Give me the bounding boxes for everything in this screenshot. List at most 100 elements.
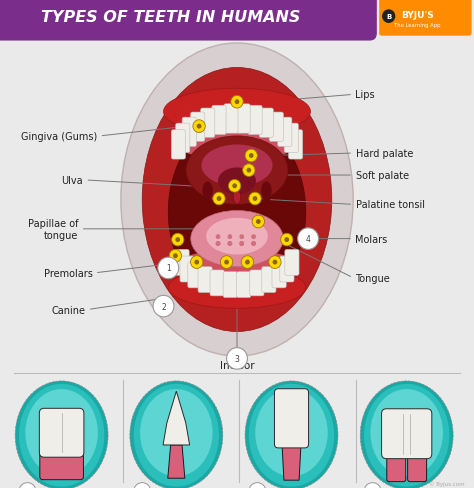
Text: Tongue: Tongue bbox=[356, 273, 390, 283]
Ellipse shape bbox=[164, 89, 310, 136]
Ellipse shape bbox=[15, 381, 108, 488]
FancyBboxPatch shape bbox=[248, 106, 262, 135]
Circle shape bbox=[245, 150, 257, 163]
Circle shape bbox=[281, 234, 293, 246]
Circle shape bbox=[241, 256, 254, 269]
Circle shape bbox=[251, 235, 256, 240]
Ellipse shape bbox=[168, 120, 306, 305]
Text: The Learning App: The Learning App bbox=[394, 23, 440, 28]
FancyBboxPatch shape bbox=[180, 257, 194, 283]
Circle shape bbox=[231, 96, 243, 109]
Circle shape bbox=[256, 220, 261, 224]
Ellipse shape bbox=[245, 381, 338, 488]
Circle shape bbox=[173, 254, 178, 259]
Circle shape bbox=[235, 100, 239, 105]
FancyBboxPatch shape bbox=[382, 409, 432, 459]
Circle shape bbox=[269, 256, 281, 269]
FancyBboxPatch shape bbox=[224, 104, 238, 134]
Circle shape bbox=[228, 180, 241, 193]
Circle shape bbox=[134, 483, 151, 488]
Text: TYPES OF TEETH IN HUMANS: TYPES OF TEETH IN HUMANS bbox=[41, 10, 301, 24]
Circle shape bbox=[216, 242, 220, 246]
Circle shape bbox=[249, 483, 266, 488]
Text: Hard palate: Hard palate bbox=[356, 149, 413, 159]
FancyBboxPatch shape bbox=[280, 257, 294, 283]
Text: B: B bbox=[386, 14, 392, 20]
FancyBboxPatch shape bbox=[191, 113, 205, 142]
Circle shape bbox=[239, 242, 244, 246]
Ellipse shape bbox=[130, 381, 223, 488]
FancyBboxPatch shape bbox=[379, 0, 472, 37]
Ellipse shape bbox=[121, 44, 353, 356]
FancyBboxPatch shape bbox=[237, 272, 251, 298]
Circle shape bbox=[216, 235, 220, 240]
Text: 3: 3 bbox=[235, 354, 239, 363]
Ellipse shape bbox=[168, 267, 306, 309]
FancyBboxPatch shape bbox=[198, 267, 212, 293]
FancyBboxPatch shape bbox=[408, 451, 427, 482]
Circle shape bbox=[228, 235, 232, 240]
FancyBboxPatch shape bbox=[236, 104, 250, 134]
Text: BYJU'S: BYJU'S bbox=[401, 11, 434, 20]
Ellipse shape bbox=[142, 68, 332, 332]
Ellipse shape bbox=[186, 137, 288, 205]
Ellipse shape bbox=[218, 168, 256, 195]
Circle shape bbox=[298, 228, 319, 250]
Text: 4: 4 bbox=[306, 235, 310, 244]
Text: Canine: Canine bbox=[51, 305, 85, 315]
Circle shape bbox=[252, 216, 264, 228]
Circle shape bbox=[249, 154, 254, 159]
Polygon shape bbox=[282, 444, 301, 480]
Ellipse shape bbox=[202, 182, 213, 201]
Ellipse shape bbox=[206, 219, 268, 255]
FancyBboxPatch shape bbox=[269, 113, 283, 142]
Circle shape bbox=[246, 168, 251, 173]
Ellipse shape bbox=[249, 384, 334, 487]
Circle shape bbox=[382, 10, 395, 24]
Circle shape bbox=[249, 193, 261, 205]
FancyBboxPatch shape bbox=[201, 109, 215, 138]
FancyBboxPatch shape bbox=[284, 124, 299, 153]
FancyBboxPatch shape bbox=[274, 389, 309, 448]
Text: Molars: Molars bbox=[356, 234, 388, 244]
Circle shape bbox=[172, 234, 184, 246]
FancyBboxPatch shape bbox=[278, 118, 292, 147]
Text: Gingiva (Gums): Gingiva (Gums) bbox=[21, 132, 97, 142]
Ellipse shape bbox=[191, 211, 283, 267]
FancyBboxPatch shape bbox=[188, 263, 202, 288]
Ellipse shape bbox=[201, 145, 273, 186]
Circle shape bbox=[158, 258, 179, 279]
FancyBboxPatch shape bbox=[182, 118, 196, 147]
Ellipse shape bbox=[261, 182, 272, 201]
Text: 1: 1 bbox=[166, 264, 171, 273]
Circle shape bbox=[191, 256, 203, 269]
Circle shape bbox=[193, 121, 205, 133]
Polygon shape bbox=[163, 391, 190, 445]
Circle shape bbox=[273, 260, 277, 265]
Circle shape bbox=[220, 256, 233, 269]
FancyBboxPatch shape bbox=[285, 250, 299, 276]
FancyBboxPatch shape bbox=[212, 106, 226, 135]
Text: 2: 2 bbox=[161, 302, 166, 311]
Ellipse shape bbox=[140, 389, 212, 476]
Circle shape bbox=[197, 124, 201, 129]
Text: Palatine tonsil: Palatine tonsil bbox=[356, 200, 425, 210]
Ellipse shape bbox=[26, 389, 98, 476]
Ellipse shape bbox=[370, 389, 443, 476]
Circle shape bbox=[19, 483, 36, 488]
FancyBboxPatch shape bbox=[289, 130, 303, 160]
Text: Lips: Lips bbox=[356, 90, 375, 100]
Circle shape bbox=[364, 483, 381, 488]
Text: © Byjus.com: © Byjus.com bbox=[429, 480, 465, 486]
Circle shape bbox=[216, 242, 220, 246]
Circle shape bbox=[243, 164, 255, 177]
FancyBboxPatch shape bbox=[262, 267, 276, 293]
FancyBboxPatch shape bbox=[259, 109, 273, 138]
Circle shape bbox=[224, 260, 229, 265]
Circle shape bbox=[228, 242, 232, 246]
FancyBboxPatch shape bbox=[387, 451, 406, 482]
Circle shape bbox=[253, 197, 257, 202]
Text: Soft palate: Soft palate bbox=[356, 171, 409, 181]
Circle shape bbox=[284, 238, 289, 243]
Polygon shape bbox=[168, 445, 185, 478]
